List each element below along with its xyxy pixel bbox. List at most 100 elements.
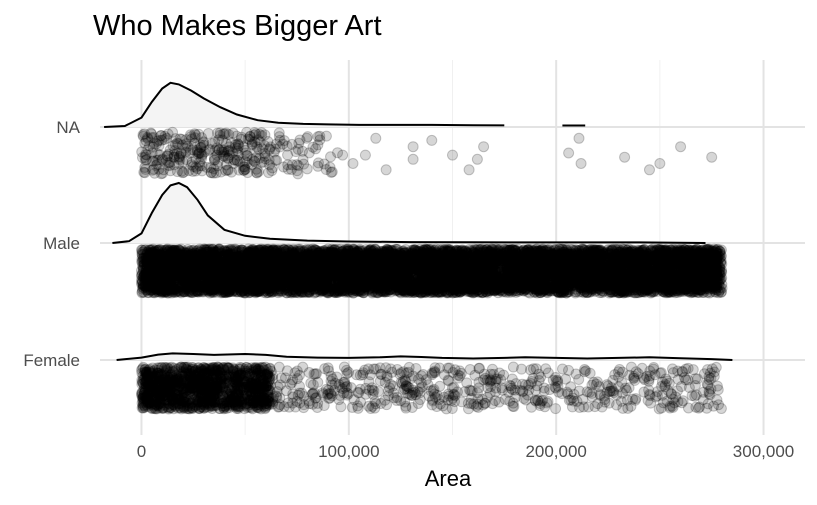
jitter-point — [239, 155, 251, 167]
jitter-point — [150, 160, 162, 172]
jitter-point — [210, 167, 222, 179]
jitter-point — [262, 135, 274, 147]
jitter-point — [198, 146, 210, 158]
jitter-point — [310, 143, 322, 155]
jitter-point — [222, 164, 234, 176]
jitter-point — [575, 158, 587, 169]
density-ridge — [104, 81, 505, 128]
jitter-point — [191, 144, 203, 156]
jitter-point — [151, 158, 163, 170]
jitter-point — [292, 143, 304, 155]
density-ridges — [104, 81, 733, 361]
jitter-point — [169, 133, 181, 145]
jitter-point — [706, 151, 718, 163]
jitter-point — [256, 127, 268, 139]
jitter-point — [220, 165, 232, 177]
density-fill — [104, 82, 505, 127]
jitter-point — [281, 140, 293, 152]
jitter-point — [675, 141, 687, 153]
jitter-point — [347, 158, 359, 169]
jitter-point — [218, 144, 230, 156]
jitter-point — [139, 167, 151, 179]
jitter-point — [175, 148, 187, 160]
jitter-point — [426, 134, 438, 146]
jitter-point — [250, 167, 262, 179]
jitter-point — [194, 160, 206, 172]
jitter-point — [193, 147, 205, 159]
jitter-point — [273, 127, 285, 139]
jitter-point — [291, 165, 303, 177]
jitter-point — [146, 147, 158, 159]
jitter-point — [205, 162, 217, 174]
density-fill — [112, 183, 706, 243]
jitter-point — [246, 136, 258, 148]
density-ridge — [112, 181, 706, 244]
jitter-point — [189, 132, 201, 144]
jitter-point — [177, 167, 189, 179]
jitter-point — [259, 129, 271, 141]
jitter-point — [193, 146, 205, 158]
jitter-point — [447, 149, 458, 161]
jitter-point — [196, 153, 208, 165]
jitter-point — [248, 155, 260, 167]
jitter-point — [302, 131, 314, 143]
jitter-point — [173, 150, 185, 162]
jitter-point — [370, 132, 382, 144]
jitter-point — [271, 138, 283, 150]
jitter-point — [478, 141, 490, 153]
jitter-point — [220, 127, 232, 139]
jitter-point — [202, 127, 214, 139]
jitter-point — [264, 144, 276, 156]
jitter-point — [332, 147, 344, 159]
jitter-point — [229, 154, 241, 166]
jitter-point — [326, 166, 338, 178]
jitter-point — [187, 165, 199, 177]
jitter-point — [208, 152, 220, 164]
jitter-point — [654, 158, 666, 169]
jitter-point — [249, 136, 261, 148]
jitter-point — [359, 149, 371, 161]
jitter-point — [263, 143, 275, 155]
jitter-point — [216, 144, 228, 156]
jitter-point — [337, 149, 349, 161]
jitter-point — [180, 142, 192, 154]
jitter-point — [173, 152, 185, 164]
jitter-point — [141, 131, 153, 143]
jitter-point — [230, 139, 242, 151]
jitter-point — [273, 131, 285, 143]
jitter-point — [619, 151, 631, 163]
jitter-point — [259, 150, 271, 162]
jitter-point — [195, 141, 207, 153]
jitter-point — [232, 138, 244, 150]
jitter-point — [278, 135, 290, 147]
jitter-point — [142, 143, 154, 155]
jitter-point — [184, 129, 196, 141]
jitter-point — [380, 164, 392, 176]
jitter-point — [257, 143, 269, 155]
jitter-point — [136, 152, 148, 164]
jitter-point — [264, 159, 276, 171]
jitter-point — [224, 141, 236, 153]
jitter-point — [167, 140, 179, 152]
jitter-point — [471, 153, 483, 165]
jitter-point — [172, 138, 184, 150]
jitter-point — [192, 148, 204, 160]
jitter-point — [563, 147, 575, 159]
jitter-point — [246, 139, 258, 151]
jitter-point — [196, 149, 208, 161]
jitter-point — [271, 154, 283, 166]
jitter-point — [183, 165, 195, 177]
jitter-point — [274, 141, 286, 153]
jitter-point — [229, 141, 241, 153]
jitter-point — [153, 163, 165, 175]
jitter-point — [163, 157, 175, 169]
jitter-point — [177, 156, 189, 168]
jitter-point — [192, 163, 204, 175]
jitter-point — [187, 144, 199, 156]
jitter-point — [148, 163, 160, 175]
jitter-point — [282, 159, 294, 171]
jitter-point — [643, 164, 655, 176]
jitter-point — [325, 151, 337, 163]
jitter-point — [162, 159, 174, 171]
jitter-point — [176, 165, 188, 177]
